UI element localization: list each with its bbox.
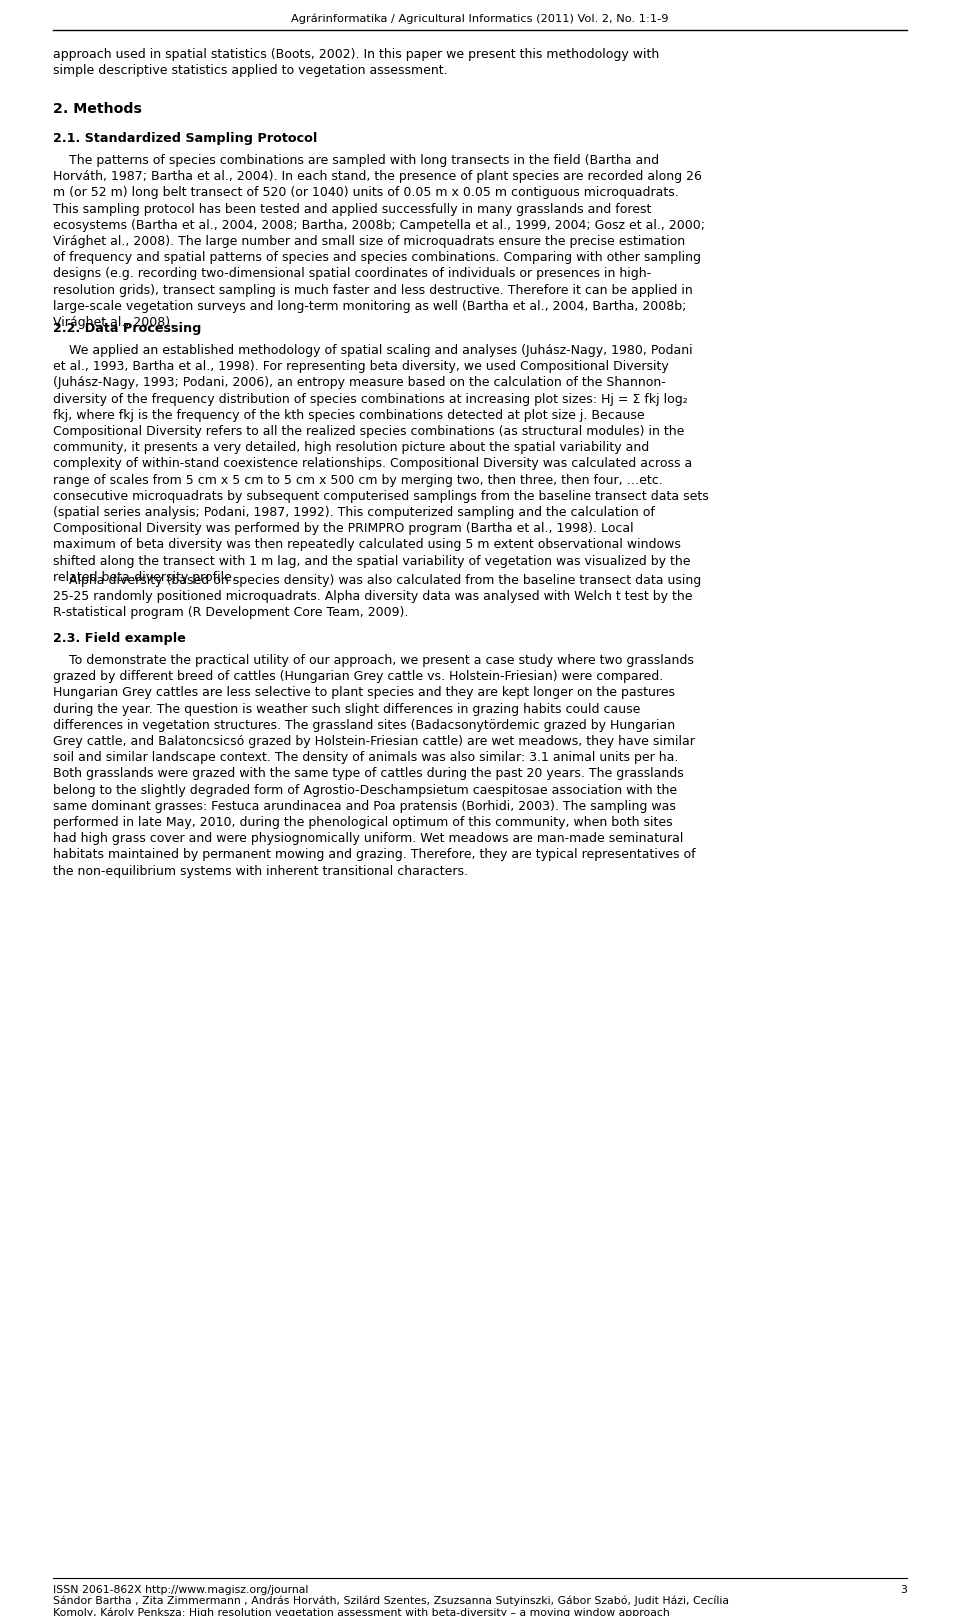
Text: 2.1. Standardized Sampling Protocol: 2.1. Standardized Sampling Protocol xyxy=(53,133,318,145)
Text: Agrárinformatika / Agricultural Informatics (2011) Vol. 2, No. 1:1-9: Agrárinformatika / Agricultural Informat… xyxy=(291,15,669,24)
Text: approach used in spatial statistics (Boots, 2002). In this paper we present this: approach used in spatial statistics (Boo… xyxy=(53,48,660,78)
Text: The patterns of species combinations are sampled with long transects in the fiel: The patterns of species combinations are… xyxy=(53,154,705,330)
Text: 2. Methods: 2. Methods xyxy=(53,102,142,116)
Text: ISSN 2061-862X http://www.magisz.org/journal: ISSN 2061-862X http://www.magisz.org/jou… xyxy=(53,1585,308,1595)
Text: We applied an established methodology of spatial scaling and analyses (Juhász-Na: We applied an established methodology of… xyxy=(53,344,708,583)
Text: Alpha diversity (based on species density) was also calculated from the baseline: Alpha diversity (based on species densit… xyxy=(53,574,701,619)
Text: Komoly, Károly Penksza: High resolution vegetation assessment with beta-diversit: Komoly, Károly Penksza: High resolution … xyxy=(53,1606,670,1616)
Text: 2.3. Field example: 2.3. Field example xyxy=(53,632,186,645)
Text: To demonstrate the practical utility of our approach, we present a case study wh: To demonstrate the practical utility of … xyxy=(53,654,696,877)
Text: 3: 3 xyxy=(900,1585,907,1595)
Text: 2.2. Data Processing: 2.2. Data Processing xyxy=(53,322,202,335)
Text: Sándor Bartha , Zita Zimmermann , András Horváth, Szilárd Szentes, Zsuzsanna Sut: Sándor Bartha , Zita Zimmermann , András… xyxy=(53,1597,729,1606)
